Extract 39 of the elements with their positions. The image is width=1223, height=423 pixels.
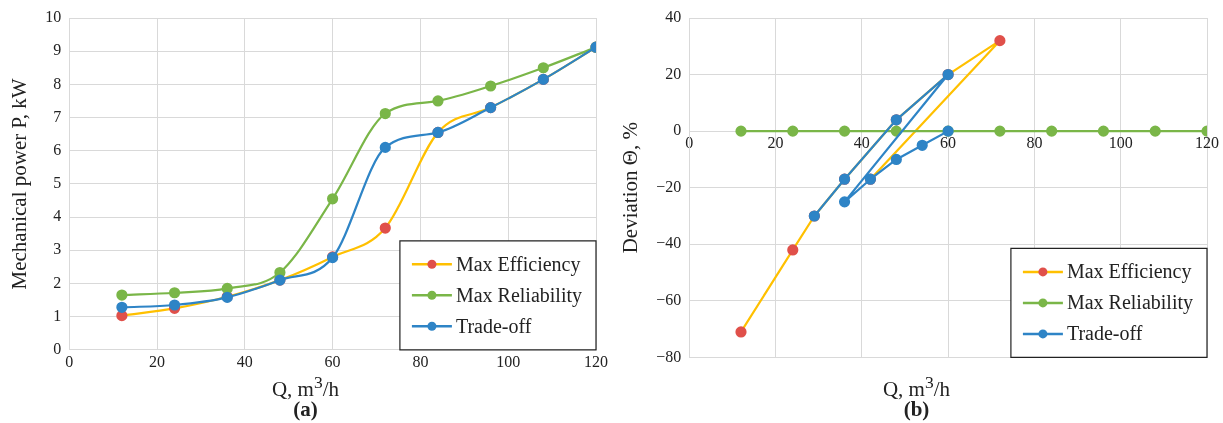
x-tick-label: 120 — [1195, 133, 1219, 151]
legend-label: Max Reliability — [455, 283, 582, 307]
x-tick-label: 60 — [324, 352, 341, 370]
x-tick-label: 100 — [1108, 133, 1133, 151]
legend-label: Trade-off — [455, 314, 532, 337]
y-tick-label: 40 — [665, 8, 682, 26]
y-tick-label: −80 — [656, 347, 682, 365]
y-tick-label: 3 — [53, 240, 62, 258]
y-tick-label: 10 — [45, 8, 62, 26]
legend-label: Max Reliability — [1066, 291, 1193, 315]
x-tick-label: 0 — [65, 352, 74, 370]
y-tick-label: −60 — [656, 291, 682, 309]
x-tick-label: 60 — [940, 133, 957, 151]
y-tick-label: 6 — [53, 140, 62, 158]
y-axis-title: Mechanical power P, kW — [7, 78, 32, 290]
y-tick-label: 0 — [673, 121, 682, 139]
y-tick-label: 2 — [53, 273, 62, 291]
legend-label: Max Efficiency — [1066, 260, 1192, 284]
y-tick-label: 1 — [53, 306, 62, 324]
x-tick-label: 120 — [584, 352, 608, 370]
y-tick-label: −40 — [656, 234, 682, 252]
x-tick-label: 80 — [1026, 133, 1043, 151]
y-axis-title: Deviation Θ, % — [618, 122, 643, 254]
y-tick-label: 5 — [53, 174, 62, 192]
y-tick-label: 8 — [53, 74, 62, 92]
y-tick-label: 7 — [53, 107, 62, 125]
x-tick-label: 100 — [496, 352, 521, 370]
x-tick-label: 20 — [767, 133, 784, 151]
y-tick-label: −20 — [656, 177, 682, 195]
x-tick-label: 40 — [853, 133, 870, 151]
x-tick-label: 40 — [236, 352, 253, 370]
legend-label: Trade-off — [1066, 322, 1143, 345]
y-tick-label: 4 — [53, 207, 62, 225]
y-tick-label: 9 — [53, 41, 62, 59]
x-tick-label: 20 — [149, 352, 165, 370]
legend-label: Max Efficiency — [455, 252, 581, 276]
y-tick-label: 20 — [665, 64, 682, 82]
x-tick-label: 80 — [412, 352, 429, 370]
y-tick-label: 0 — [53, 340, 62, 357]
